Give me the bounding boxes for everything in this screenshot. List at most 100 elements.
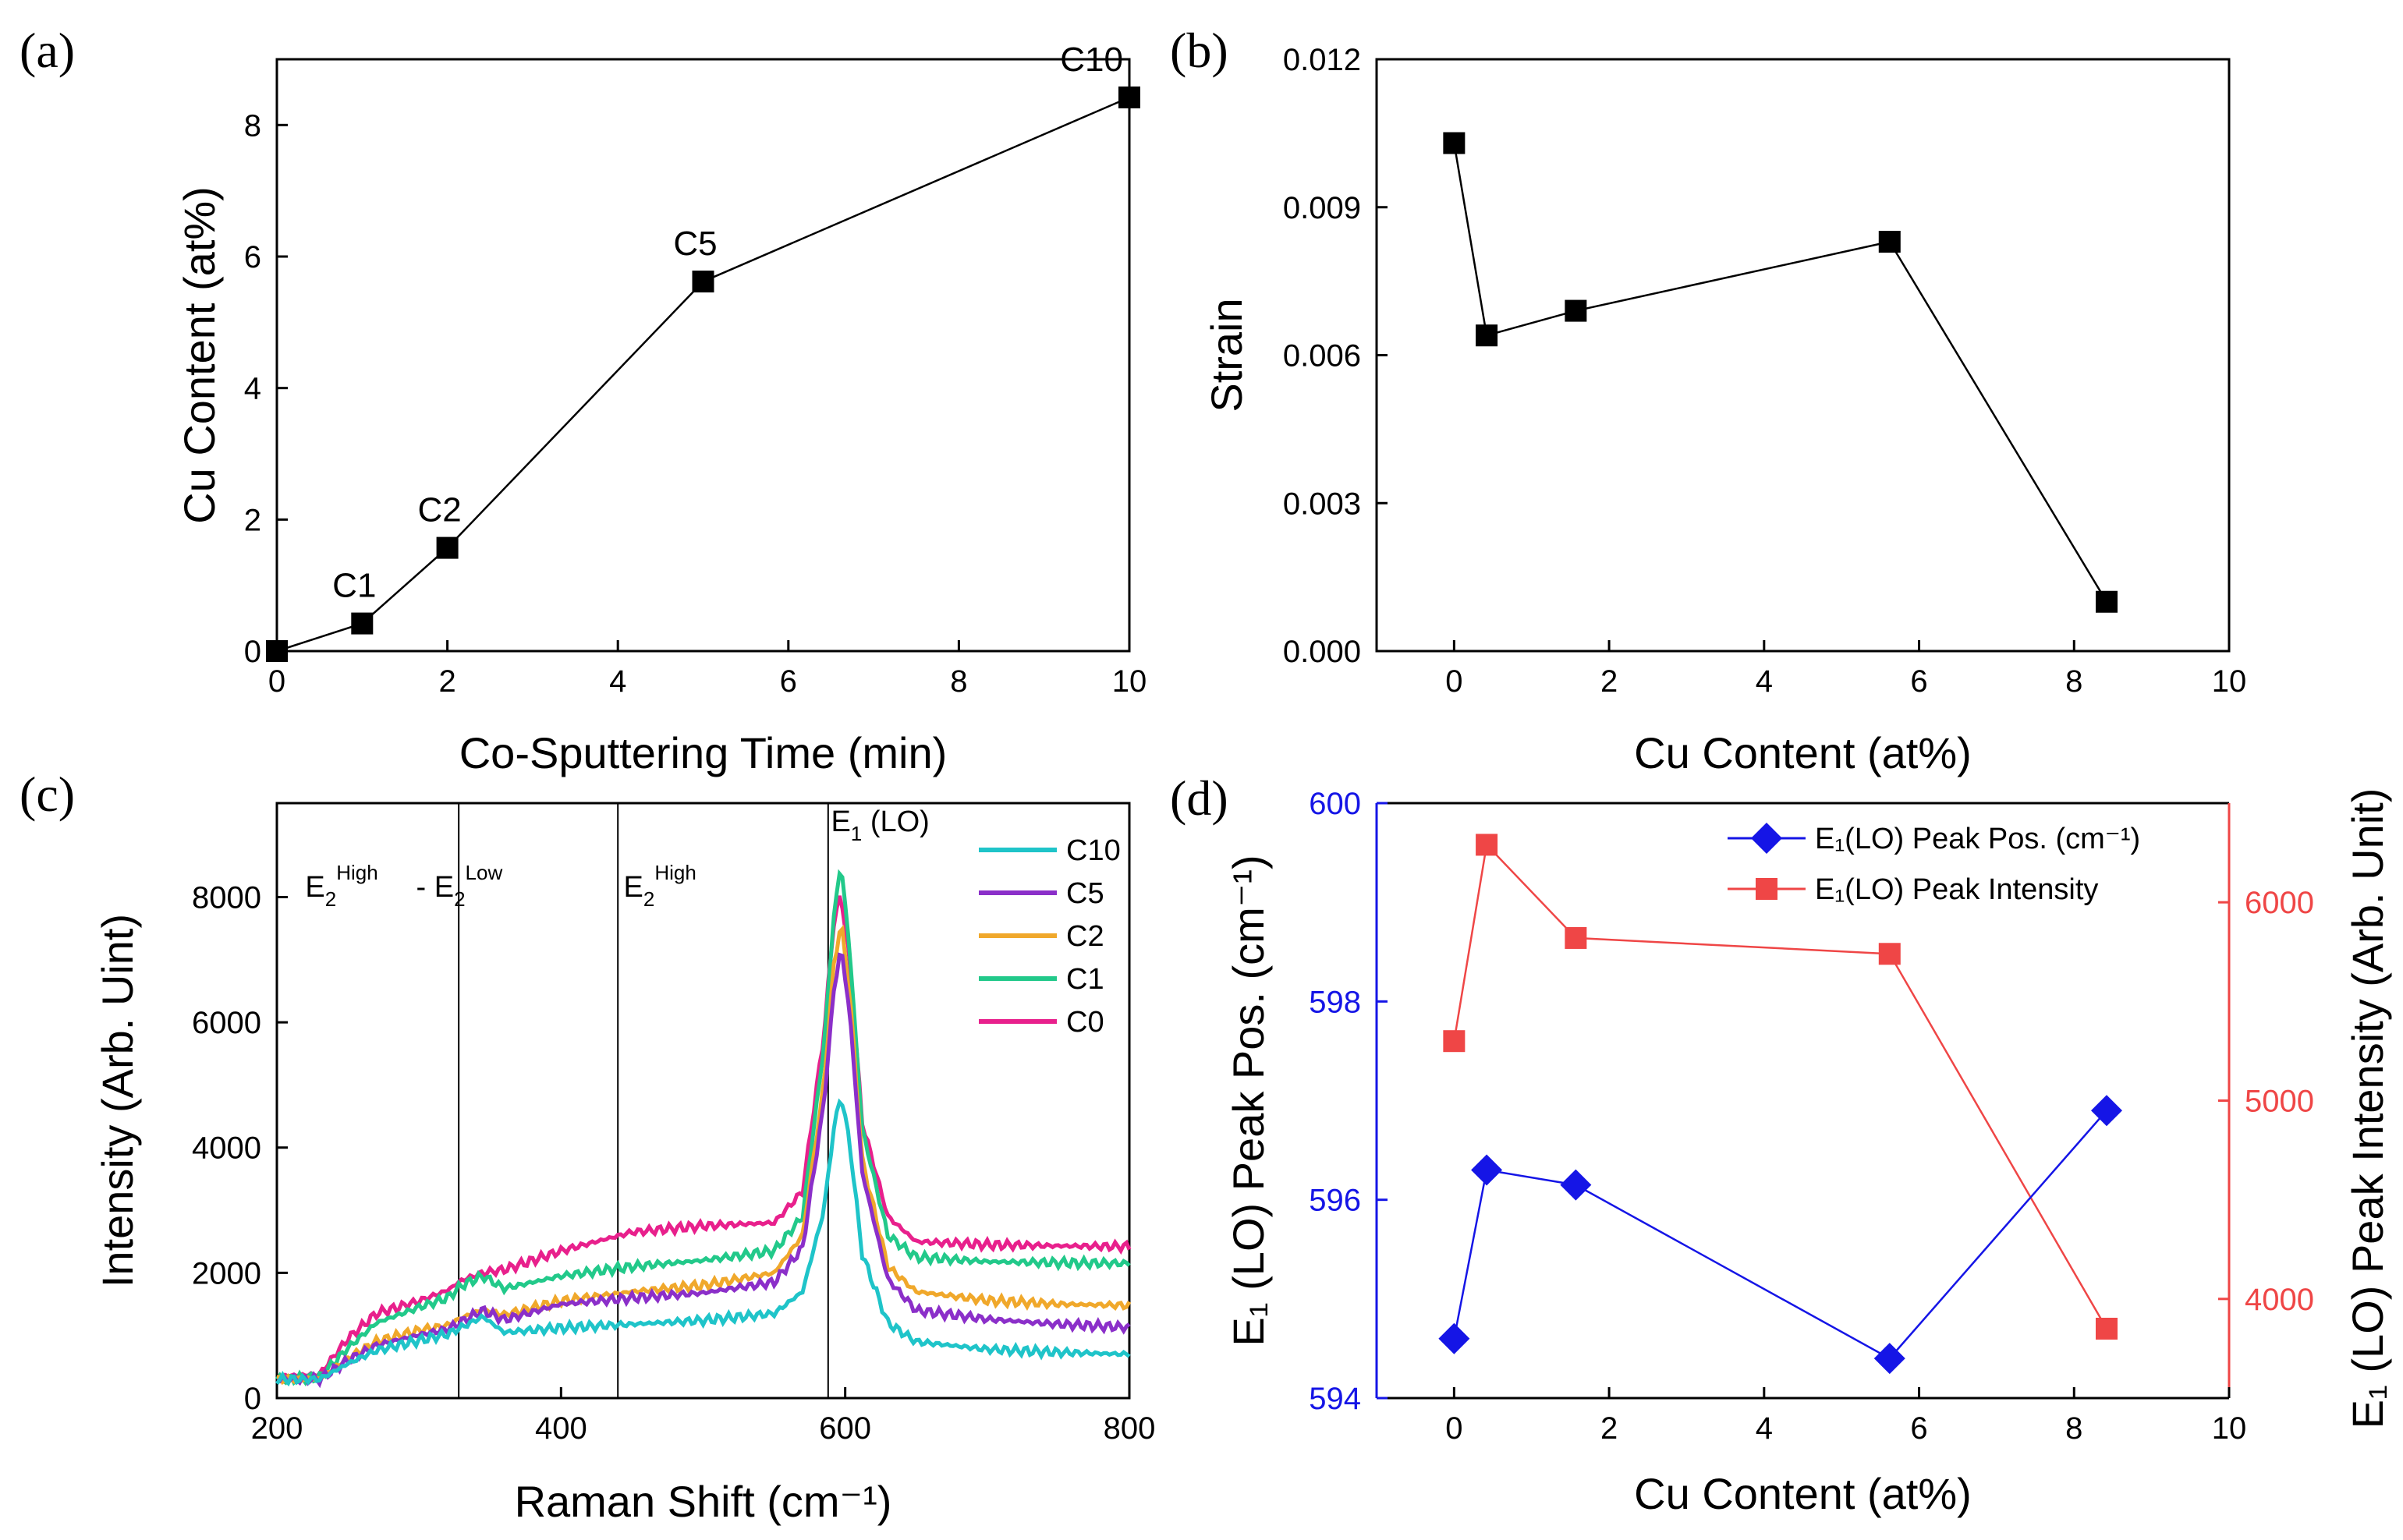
panel-b-x-tick-label: 4: [1756, 664, 1773, 699]
panel-d-intensity-point: [1443, 1030, 1466, 1053]
panel-a-data-point: [1118, 86, 1140, 108]
panel-a-frame: [275, 58, 1131, 653]
panel-b-x-tick-label: 10: [2212, 664, 2247, 699]
panel-a-data-point: [266, 640, 288, 662]
panel-d-intensity-point: [1476, 834, 1498, 856]
panel-d-left-tick-label: 600: [1309, 787, 1361, 821]
panel-d-label: (d): [1170, 770, 1228, 826]
panel-a-y-tick-label: 8: [244, 108, 261, 143]
panel-d-legend-marker: [1756, 878, 1777, 900]
panel-b-frame: [1375, 58, 2231, 653]
panel-c-y-axis-title: Intensity (Arb. Uint): [93, 914, 142, 1287]
panel-d-position-point: [1438, 1322, 1470, 1354]
panel-d-position-line: [1453, 1110, 2107, 1360]
panel-b-data-point: [1878, 231, 1901, 253]
panel-d-legend-marker: [1751, 823, 1782, 854]
panel-c-spectrum-c10: [275, 1098, 1131, 1387]
panel-b-data-point: [2096, 590, 2118, 613]
panel-d-intensity-line: [1453, 842, 2108, 1329]
panel-c-y-tick-label: 6000: [192, 1006, 261, 1040]
panel-c-spectrum-c5: [276, 952, 1131, 1389]
panel-d-x-tick-label: 4: [1756, 1411, 1773, 1446]
panel-c-frame: [275, 802, 1131, 1400]
panel-b-x-axis-title: Cu Content (at%): [1634, 728, 1972, 777]
panel-a-point-label: C10: [1060, 41, 1123, 79]
panel-c-label: (c): [19, 766, 75, 822]
panel-d-position-point: [1873, 1343, 1905, 1375]
panel-c-spectrum-c2: [276, 924, 1132, 1386]
panel-b-label: (b): [1170, 23, 1228, 78]
panel-b-y-tick-label: 0.006: [1283, 339, 1361, 373]
panel-d-right-axis-title: E₁ (LO) Peak Intensity (Arb. Unit): [2343, 788, 2392, 1429]
panel-c-legend-label: C2: [1066, 920, 1104, 953]
panel-b-data-point: [1476, 324, 1498, 347]
panel-a-x-axis-title: Co-Sputtering Time (min): [459, 728, 948, 777]
panel-a-point-label: C5: [673, 225, 717, 263]
panel-a-y-tick-label: 2: [244, 503, 261, 537]
panel-b-y-tick-label: 0.000: [1283, 635, 1361, 669]
panel-d-intensity-point: [2096, 1317, 2118, 1340]
panel-d-left-tick-label: 594: [1309, 1382, 1361, 1416]
panel-a-x-tick-label: 8: [950, 664, 967, 699]
panel-d-intensity-point: [1878, 943, 1901, 965]
panel-d-position-point: [1471, 1154, 1503, 1186]
panel-b-series-line: [1453, 143, 2108, 603]
panel-b-x-tick-label: 6: [1910, 664, 1927, 699]
panel-b-chart: 0 2 4 6 8 10 0.000 0.003 0.006 0.009 0.012 Cu Conte…: [1170, 23, 2246, 777]
panel-c-y-tick-label: 8000: [192, 880, 261, 915]
panel-c-x-tick-label: 400: [535, 1411, 587, 1446]
panel-a-data-point: [692, 271, 714, 293]
panel-b-data-point: [1565, 299, 1587, 322]
panel-c-x-tick-label: 200: [251, 1411, 303, 1446]
panel-d-chart: 0 2 4 6 8 10 594 596 598 600 4000 5000 6000 E₁(LO) Pe…: [1170, 770, 2392, 1518]
panel-a-x-tick-label: 2: [438, 664, 455, 699]
panel-a-point-label: C1: [332, 567, 376, 605]
panel-c-x-axis-title: Raman Shift (cm⁻¹): [515, 1477, 892, 1526]
panel-d-x-axis-title: Cu Content (at%): [1634, 1469, 1972, 1518]
panel-b-x-tick-label: 8: [2065, 664, 2082, 699]
panel-c-spectrum-c0: [276, 895, 1132, 1381]
panel-d-position-point: [1560, 1169, 1592, 1201]
panel-a-chart: 0 2 4 6 8 10 0 2 4 6 8 C1 C2 C5 C10 Co-Sputtering Time …: [19, 23, 1147, 777]
panel-b-y-tick-label: 0.003: [1283, 487, 1361, 521]
panel-d-left-tick-label: 596: [1309, 1184, 1361, 1218]
panel-b-y-axis-title: Strain: [1202, 298, 1251, 412]
panel-d-legend-label: E₁(LO) Peak Pos. (cm⁻¹): [1815, 823, 2140, 855]
panel-d-position-point: [2091, 1095, 2123, 1127]
panel-d-x-tick-label: 10: [2212, 1411, 2247, 1446]
panel-d-right-tick-label: 5000: [2245, 1085, 2314, 1119]
panel-d-left-tick-label: 598: [1309, 985, 1361, 1019]
panel-a-y-tick-label: 0: [244, 635, 261, 669]
panel-b-x-tick-label: 2: [1600, 664, 1618, 699]
panel-c-y-tick-label: 4000: [192, 1131, 261, 1166]
panel-b-y-tick-label: 0.012: [1283, 43, 1361, 77]
panel-d-left-axis-title: E₁ (LO) Peak Pos. (cm⁻¹): [1224, 855, 1273, 1346]
panel-a-y-tick-label: 6: [244, 240, 261, 274]
panel-c-legend-label: C1: [1066, 963, 1104, 996]
panel-a-label: (a): [19, 23, 75, 78]
panel-d-x-tick-label: 6: [1910, 1411, 1927, 1446]
panel-c-y-tick-label: 0: [244, 1382, 261, 1416]
panel-c-peak-annotation: - E2Low: [416, 861, 503, 911]
panel-c-peak-annotation: E1 (LO): [831, 805, 929, 845]
panel-a-y-axis-title: Cu Content (at%): [175, 186, 224, 524]
panel-c-spectrum-c1: [275, 869, 1131, 1387]
panel-c-legend-label: C10: [1066, 834, 1121, 867]
panel-c-legend-label: C0: [1066, 1006, 1104, 1039]
panel-c-y-tick-label: 2000: [192, 1256, 261, 1290]
panel-b-y-tick-label: 0.009: [1283, 191, 1361, 225]
panel-d-x-tick-label: 0: [1445, 1411, 1462, 1446]
panel-a-x-tick-label: 10: [1112, 664, 1147, 699]
panel-d-intensity-point: [1565, 926, 1587, 949]
panel-b-x-tick-label: 0: [1445, 664, 1462, 699]
panel-a-x-tick-label: 6: [780, 664, 797, 699]
panel-d-right-tick-label: 4000: [2245, 1283, 2314, 1317]
panel-a-x-tick-label: 4: [609, 664, 626, 699]
panel-c-peak-annotation: E2High: [305, 861, 377, 911]
panel-a-series-line: [276, 96, 1130, 653]
panel-a-y-tick-label: 4: [244, 372, 261, 406]
panel-d-x-tick-label: 2: [1600, 1411, 1618, 1446]
panel-d-x-tick-label: 8: [2065, 1411, 2082, 1446]
